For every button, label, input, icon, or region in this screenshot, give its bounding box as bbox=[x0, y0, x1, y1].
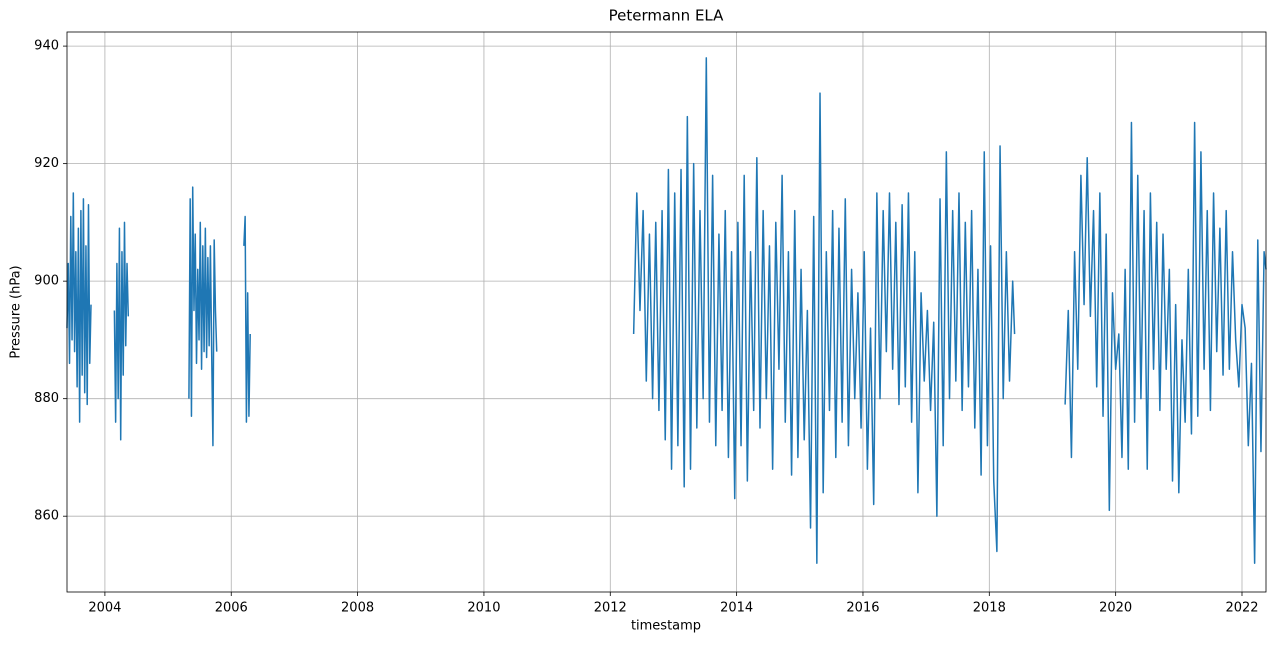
x-tick-label: 2012 bbox=[594, 601, 627, 616]
chart-title: Petermann ELA bbox=[609, 7, 725, 25]
x-tick-label: 2016 bbox=[846, 601, 879, 616]
y-tick-label: 860 bbox=[34, 509, 59, 524]
y-axis-label: Pressure (hPa) bbox=[9, 265, 24, 358]
data-line bbox=[66, 57, 1267, 564]
y-tick-label: 900 bbox=[34, 274, 59, 289]
x-tick-label: 2020 bbox=[1099, 601, 1132, 616]
x-tick-label: 2006 bbox=[215, 601, 248, 616]
x-tick-label: 2010 bbox=[467, 601, 500, 616]
x-tick-label: 2004 bbox=[88, 601, 121, 616]
x-axis-label: timestamp bbox=[631, 619, 701, 634]
plot-frame bbox=[66, 31, 1267, 593]
y-tick-label: 920 bbox=[34, 156, 59, 171]
y-tick-label: 940 bbox=[34, 39, 59, 54]
x-tick-label: 2022 bbox=[1225, 601, 1258, 616]
x-tick-label: 2014 bbox=[720, 601, 753, 616]
x-tick-label: 2008 bbox=[341, 601, 374, 616]
x-tick-label: 2018 bbox=[973, 601, 1006, 616]
y-tick-label: 880 bbox=[34, 391, 59, 406]
